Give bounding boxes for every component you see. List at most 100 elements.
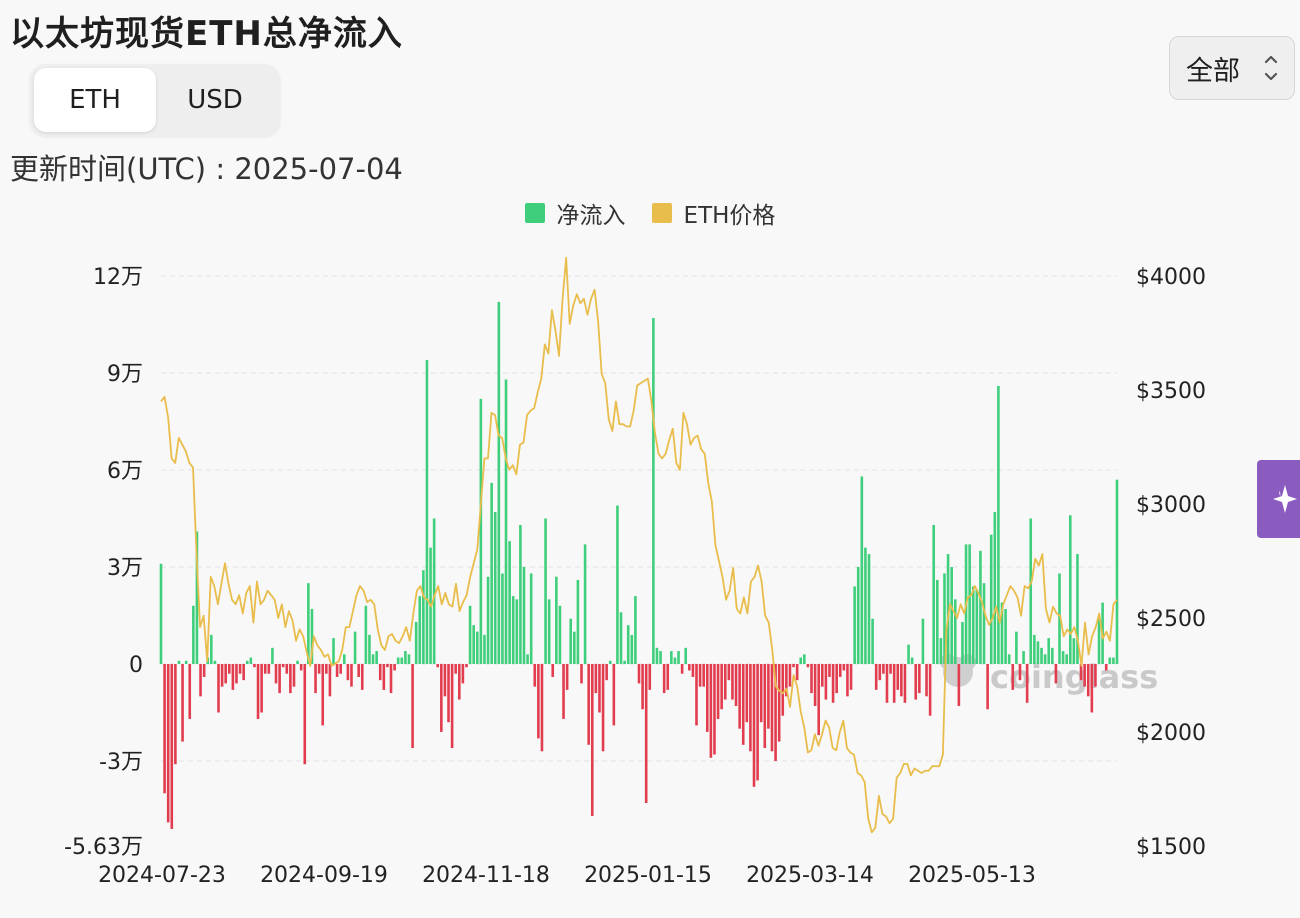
y-right-tick-label: $3000 (1136, 493, 1206, 518)
inflow-bar (824, 664, 828, 700)
inflow-bar (511, 596, 515, 664)
y-left-tick-label: -5.63万 (64, 835, 143, 860)
inflow-bar (292, 664, 296, 687)
inflow-bar (900, 664, 903, 697)
legend-label-price: ETH价格 (683, 203, 776, 229)
inflow-bar (486, 576, 490, 664)
x-tick-label: 2024-09-19 (260, 863, 388, 888)
inflow-bar (846, 664, 849, 697)
y-right-tick-label: $1500 (1136, 835, 1206, 860)
inflow-bar (418, 596, 422, 664)
inflow-bar (213, 660, 217, 664)
inflow-bar (813, 664, 817, 707)
inflow-bar (404, 651, 407, 664)
inflow-bar (159, 563, 163, 664)
unit-toggle: ETH USD (30, 64, 280, 136)
inflow-bar (698, 664, 702, 687)
inflow-bar (181, 664, 184, 742)
range-select[interactable]: 全部 (1169, 36, 1295, 100)
legend-item-price[interactable]: ETH价格 (651, 196, 776, 230)
inflow-bar (741, 664, 745, 745)
inflow-bar (271, 647, 274, 664)
tab-usd[interactable]: USD (187, 85, 243, 115)
inflow-bar (368, 634, 371, 664)
inflow-bar (378, 664, 382, 681)
inflow-bar (357, 664, 360, 677)
inflow-bar (299, 664, 303, 671)
inflow-bar (195, 531, 199, 664)
inflow-bar (759, 664, 763, 723)
inflow-bar (806, 664, 810, 668)
y-right-tick-label: $4000 (1136, 265, 1206, 290)
inflow-bar (856, 567, 860, 664)
inflow-bar (652, 318, 655, 664)
inflow-bar (245, 660, 249, 664)
inflow-bar (623, 660, 626, 664)
inflow-bar (573, 631, 576, 664)
inflow-bar (939, 638, 943, 664)
inflow-bar (803, 654, 806, 664)
inflow-bar (238, 664, 242, 674)
inflow-bar (986, 664, 989, 710)
inflow-bar (1040, 647, 1043, 664)
inflow-bar (375, 651, 378, 664)
inflow-bar (928, 664, 932, 716)
inflow-bar (472, 625, 475, 664)
inflow-bar (253, 664, 256, 668)
inflow-bar (598, 664, 601, 713)
inflow-bar (493, 512, 497, 664)
inflow-bar (227, 664, 231, 674)
inflow-bar (569, 618, 573, 664)
inflow-bar (281, 664, 285, 668)
inflow-bar (777, 664, 781, 742)
inflow-bar (1076, 554, 1079, 664)
inflow-bar (903, 664, 907, 703)
inflow-bar (896, 664, 900, 690)
inflow-bar (289, 664, 292, 694)
inflow-bar (914, 664, 918, 700)
inflow-bar (497, 301, 501, 664)
inflow-bar (932, 524, 936, 664)
y-right-tick-label: $2000 (1136, 721, 1206, 746)
tab-eth[interactable]: ETH (34, 68, 156, 132)
sparkle-icon (1273, 485, 1297, 513)
inflow-bar (997, 385, 1000, 664)
inflow-bar (1022, 651, 1025, 664)
price-line-path (160, 256, 1118, 834)
inflow-bar (713, 664, 716, 755)
inflow-bar (436, 664, 440, 668)
inflow-bar (943, 573, 946, 664)
inflow-bar (853, 586, 856, 664)
inflow-bar (1072, 638, 1076, 664)
x-tick-label: 2024-07-23 (98, 863, 226, 888)
inflow-bar (1094, 664, 1097, 687)
y-left-tick-label: 3万 (107, 556, 143, 581)
inflow-bar (662, 664, 666, 694)
inflow-bar (731, 664, 734, 700)
inflow-bar (526, 654, 529, 664)
inflow-bar (256, 664, 260, 719)
chart-axes: 12万 9万 6万 3万 0 -3万 -5.63万 $4000 $3500 $3000 $2500 $… (64, 265, 1206, 888)
inflow-bar (810, 664, 813, 694)
inflow-bar (425, 360, 429, 664)
inflow-bar (946, 554, 950, 664)
inflow-bar (1051, 647, 1054, 664)
inflow-bar (831, 664, 835, 703)
inflow-bar (953, 599, 957, 664)
inflow-bar (314, 664, 317, 694)
inflow-bar (192, 605, 195, 664)
page-title: 以太坊现货ETH总净流入 (10, 14, 403, 54)
inflow-bar (386, 664, 389, 668)
legend-item-inflow[interactable]: 净流入 (524, 196, 626, 230)
inflow-bar (443, 664, 447, 697)
x-tick-label: 2024-11-18 (422, 863, 550, 888)
y-right-tick-label: $3500 (1136, 379, 1206, 404)
inflow-bar (874, 664, 878, 690)
inflow-bar (767, 664, 770, 729)
inflow-bar (828, 664, 831, 677)
inflow-bar (1112, 657, 1115, 664)
side-floating-tab[interactable] (1257, 460, 1300, 538)
inflow-bar (989, 534, 993, 664)
inflow-bar (220, 664, 224, 687)
